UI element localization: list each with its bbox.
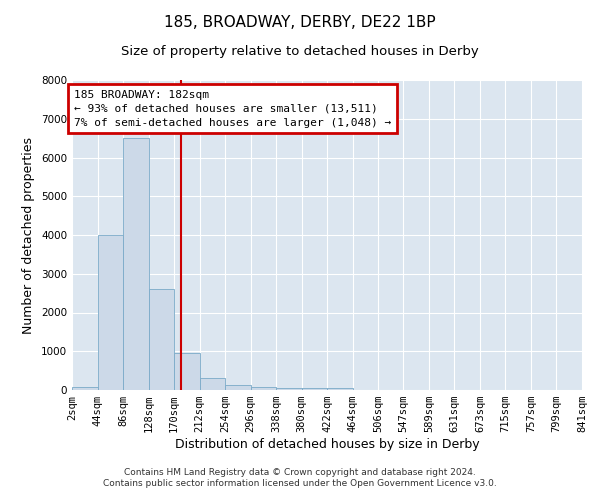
Y-axis label: Number of detached properties: Number of detached properties	[22, 136, 35, 334]
Bar	[251, 387, 276, 390]
Bar	[174, 353, 200, 390]
Bar	[72, 387, 98, 390]
Bar	[276, 388, 302, 390]
Bar	[149, 289, 174, 390]
Text: Size of property relative to detached houses in Derby: Size of property relative to detached ho…	[121, 45, 479, 58]
X-axis label: Distribution of detached houses by size in Derby: Distribution of detached houses by size …	[175, 438, 479, 451]
Text: 185 BROADWAY: 182sqm
← 93% of detached houses are smaller (13,511)
7% of semi-de: 185 BROADWAY: 182sqm ← 93% of detached h…	[74, 90, 391, 128]
Bar	[302, 388, 328, 390]
Text: 185, BROADWAY, DERBY, DE22 1BP: 185, BROADWAY, DERBY, DE22 1BP	[164, 15, 436, 30]
Bar	[328, 388, 353, 390]
Bar	[225, 385, 251, 390]
Bar	[200, 378, 225, 390]
Text: Contains HM Land Registry data © Crown copyright and database right 2024.
Contai: Contains HM Land Registry data © Crown c…	[103, 468, 497, 487]
Bar	[98, 235, 123, 390]
Bar	[123, 138, 149, 390]
